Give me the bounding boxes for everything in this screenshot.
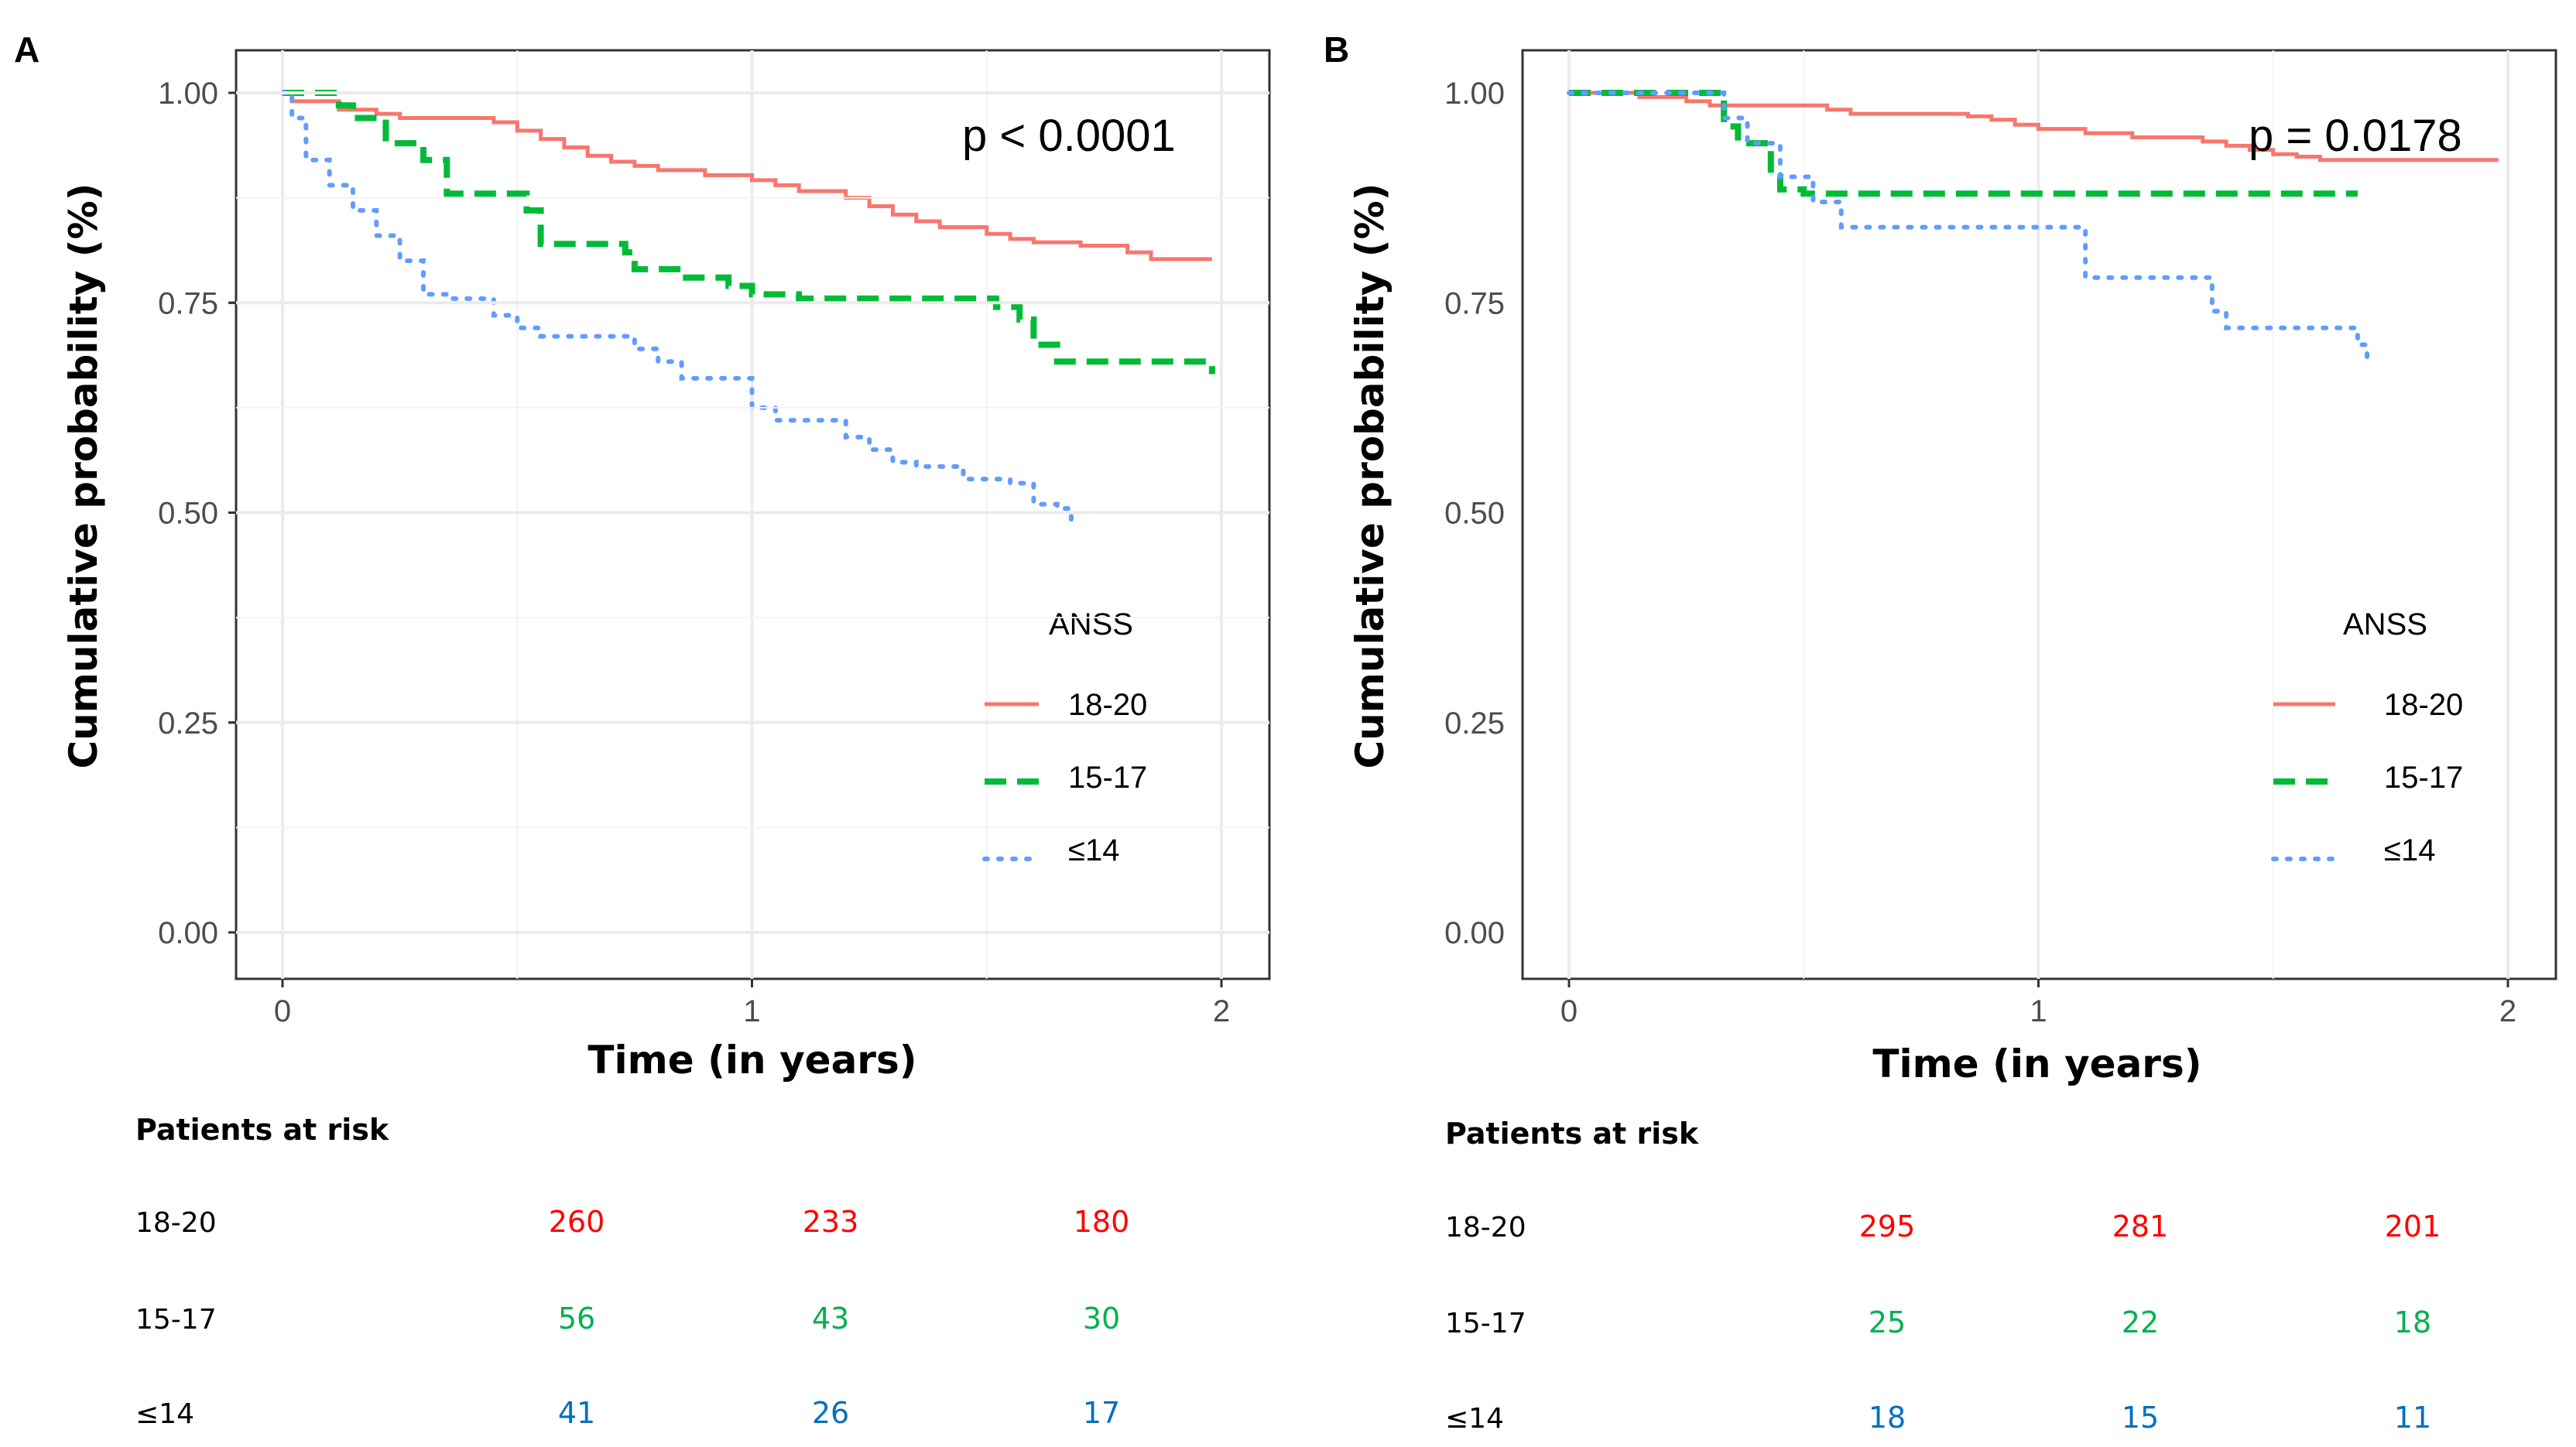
- panel-b-series: [1567, 90, 2499, 364]
- panel-b-series-18-20: [1569, 91, 2499, 162]
- panel-a-label: A: [14, 29, 39, 70]
- panel-a-risk-14-t0: 41: [558, 1396, 595, 1430]
- panel-b-risk-14-t1: 15: [2122, 1401, 2159, 1435]
- panel-a-risk-label-15-17: 15-17: [135, 1304, 217, 1336]
- panel-a-risk-18-20-t1: 233: [803, 1205, 859, 1239]
- panel-b-legend-title: ANSS: [2343, 607, 2427, 641]
- panel-b-y-ticks: 0.00 0.25 0.50 0.75 1.00: [228, 77, 1505, 950]
- panel-b-risk-15-17-t2: 18: [2394, 1305, 2431, 1339]
- panel-b-risk-table: Patients at risk 18-20 295 281 201 15-17…: [1445, 1117, 2441, 1435]
- panel-a-y-tick-label: 0.75: [158, 286, 218, 320]
- panel-b-risk-label-14: ≤14: [1445, 1403, 1504, 1435]
- panel-a-legend-title: ANSS: [1049, 607, 1133, 641]
- panel-b-risk-14-t0: 18: [1869, 1401, 1906, 1435]
- panel-b-y-tick-label: 1.00: [1444, 77, 1505, 111]
- panel-b-series-14: [1567, 91, 2370, 364]
- panel-b-legend: ANSS 18-20 15-17 ≤14: [2271, 607, 2463, 867]
- panel-b-y-tick-label: 0.00: [1444, 916, 1505, 950]
- panel-b-risk-label-18-20: 18-20: [1445, 1212, 1526, 1243]
- panel-b-series-15-17: [1569, 90, 2358, 197]
- panel-a-y-axis-title: Cumulative probability (%): [61, 183, 106, 768]
- panel-a-p-value: p < 0.0001: [962, 111, 1176, 161]
- panel-a-risk-title: Patients at risk: [135, 1113, 389, 1147]
- panel-b-risk-18-20-t0: 295: [1859, 1209, 1916, 1243]
- panel-a-legend-label-15-17: 15-17: [1068, 761, 1147, 795]
- panel-b-x-ticks: 0 1 2: [1560, 979, 2516, 1028]
- panel-b-risk-14-t2: 11: [2394, 1401, 2431, 1435]
- panel-a-risk-14-t2: 17: [1083, 1396, 1120, 1430]
- panel-a-risk-label-18-20: 18-20: [135, 1207, 217, 1239]
- panel-a-x-ticks: 0 1 2: [274, 979, 1230, 1028]
- panel-b-x-tick-label: 0: [1560, 994, 1577, 1028]
- panel-a-risk-label-14: ≤14: [135, 1398, 194, 1430]
- panel-b-y-tick-label: 0.75: [1444, 286, 1505, 320]
- panel-a-series: [280, 90, 1215, 528]
- panel-b-y-axis-title: Cumulative probability (%): [1348, 183, 1392, 768]
- panel-b-x-tick-label: 2: [2499, 994, 2516, 1028]
- panel-a-x-tick-label: 2: [1213, 994, 1230, 1028]
- panel-a-x-tick-label: 1: [743, 994, 760, 1028]
- panel-a-risk-14-t1: 26: [812, 1396, 849, 1430]
- panel-b-risk-18-20-t1: 281: [2112, 1209, 2169, 1243]
- panel-a-risk-15-17-t2: 30: [1083, 1302, 1120, 1336]
- panel-b-x-tick-label: 1: [2030, 994, 2047, 1028]
- panel-a-x-tick-label: 0: [274, 994, 291, 1028]
- panel-b-grid: [236, 50, 2509, 979]
- panel-b-p-value: p = 0.0178: [2249, 111, 2462, 161]
- panel-a-y-ticks: 0.00 0.25 0.50 0.75 1.00: [158, 77, 236, 950]
- panel-b: B 0.00 0.25 0.50 0.75 1.00 0 1 2 p = 0.0178 Ti…: [228, 29, 2557, 1435]
- panel-a-x-axis-title: Time (in years): [587, 1038, 916, 1083]
- panel-b-risk-title: Patients at risk: [1445, 1117, 1699, 1151]
- panel-b-legend-label-15-17: 15-17: [2384, 761, 2463, 795]
- panel-b-y-tick-label: 0.25: [1444, 706, 1505, 741]
- panel-b-legend-label-18-20: 18-20: [2384, 688, 2463, 722]
- panel-b-legend-label-14: ≤14: [2384, 833, 2435, 867]
- panel-a-risk-18-20-t0: 260: [549, 1205, 605, 1239]
- panel-a-risk-18-20-t2: 180: [1074, 1205, 1130, 1239]
- panel-a-legend-label-18-20: 18-20: [1068, 688, 1147, 722]
- panel-b-risk-15-17-t0: 25: [1869, 1305, 1906, 1339]
- panel-b-label: B: [1324, 29, 1349, 70]
- panel-a-risk-15-17-t0: 56: [558, 1302, 595, 1336]
- panel-a-y-tick-label: 0.50: [158, 497, 218, 531]
- panel-a: A 0.00 0.25 0.50 0.75 1.00 0 1 2 p < 0.0001 Ti…: [14, 29, 1271, 1430]
- panel-b-risk-label-15-17: 15-17: [1445, 1308, 1526, 1339]
- panel-b-y-tick-label: 0.50: [1444, 497, 1505, 531]
- panel-a-legend: ANSS 18-20 15-17 ≤14: [982, 607, 1147, 867]
- panel-b-x-axis-title: Time (in years): [1872, 1042, 2201, 1086]
- panel-a-series-18-20: [283, 91, 1212, 262]
- panel-a-risk-table: Patients at risk 18-20 260 233 180 15-17…: [135, 1113, 1129, 1430]
- panel-a-y-tick-label: 0.00: [158, 916, 218, 950]
- panel-a-series-14: [280, 91, 1074, 528]
- panel-a-y-tick-label: 0.25: [158, 706, 218, 741]
- panel-b-risk-15-17-t1: 22: [2122, 1305, 2159, 1339]
- panel-b-risk-18-20-t2: 201: [2385, 1209, 2441, 1243]
- panel-a-y-tick-label: 1.00: [158, 77, 218, 111]
- panel-a-risk-15-17-t1: 43: [812, 1302, 849, 1336]
- panel-a-legend-label-14: ≤14: [1068, 833, 1119, 867]
- panel-a-series-15-17: [283, 90, 1215, 375]
